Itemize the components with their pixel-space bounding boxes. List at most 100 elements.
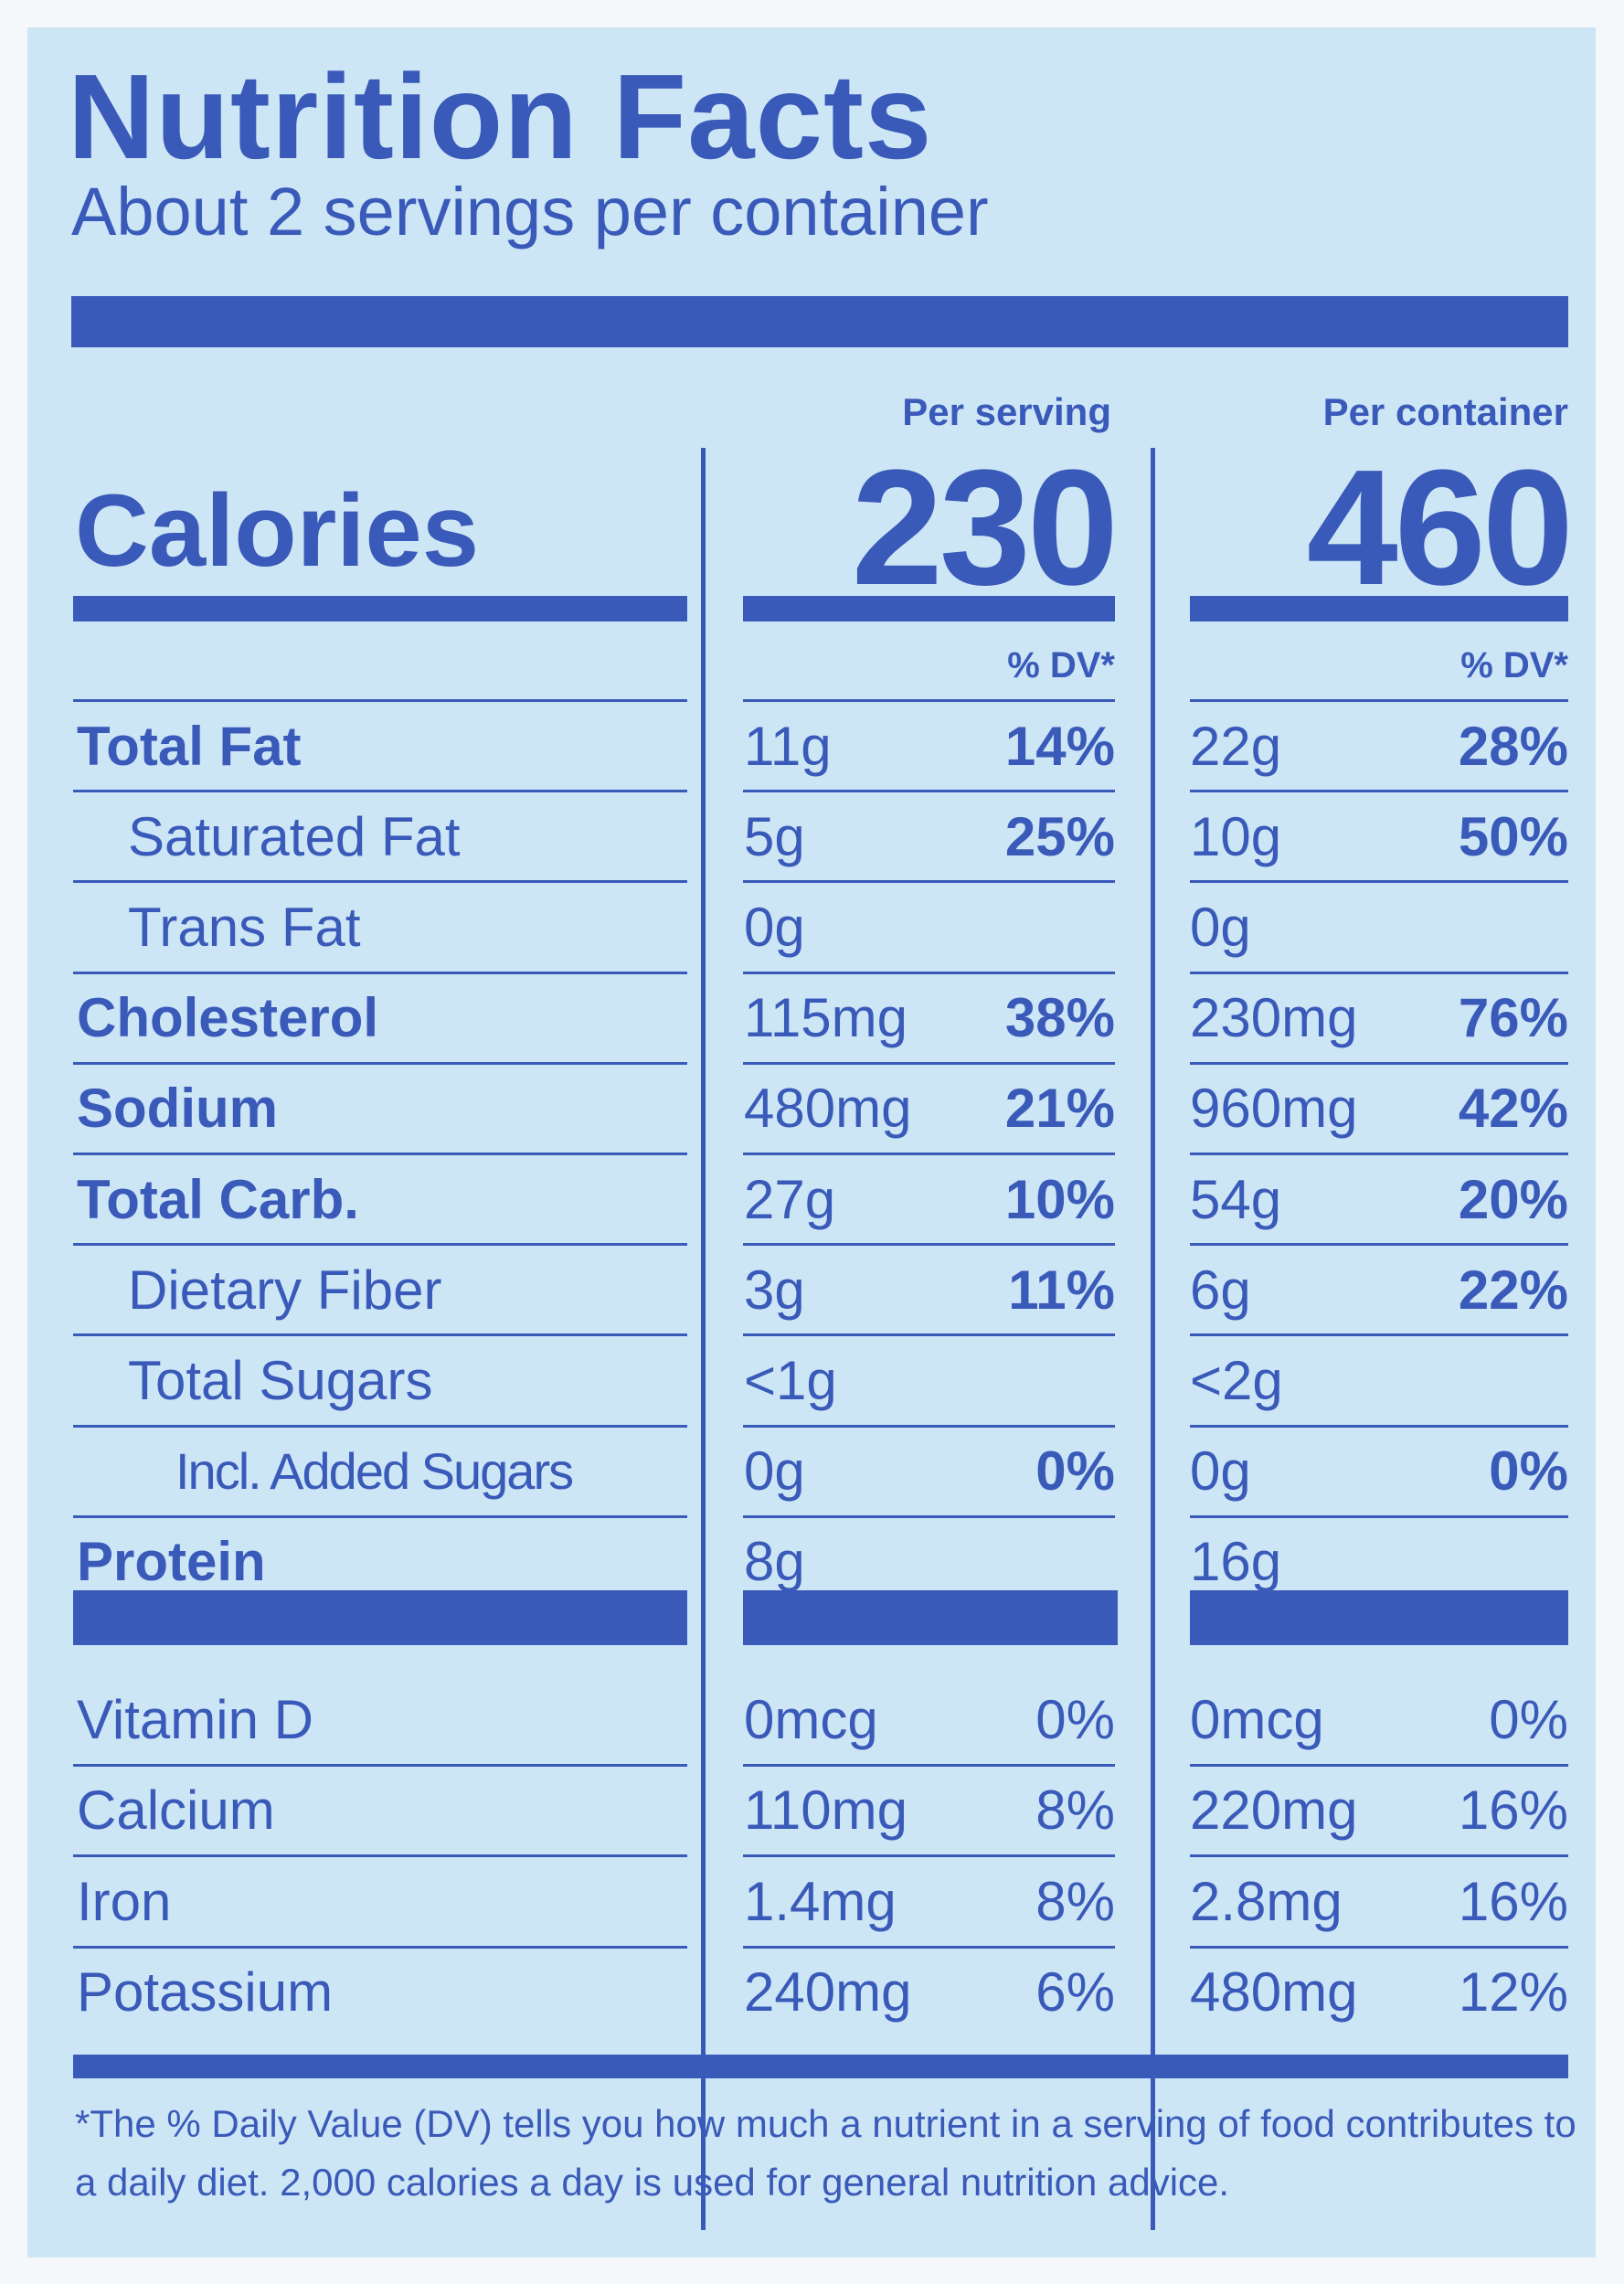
serving-amount: 27g bbox=[744, 1168, 836, 1230]
row-separator bbox=[743, 1153, 1115, 1155]
vitamin-bar-serving bbox=[743, 1590, 1118, 1645]
container-daily-value: 12% bbox=[1458, 1961, 1568, 2023]
container-daily-value: 50% bbox=[1458, 805, 1568, 867]
container-daily-value: 16% bbox=[1458, 1870, 1568, 1932]
serving-amount: 480mg bbox=[744, 1078, 912, 1140]
row-separator bbox=[743, 1945, 1115, 1949]
nutrient-row: Trans Fat 0g 0g bbox=[27, 882, 1596, 972]
row-separator bbox=[1190, 971, 1568, 974]
vitamin-bar-left bbox=[73, 1590, 687, 1645]
nutrient-row: Saturated Fat 5g 25% 10g 50% bbox=[27, 791, 1596, 882]
serving-amount: <1g bbox=[744, 1349, 837, 1411]
nutrient-name: Sodium bbox=[77, 1078, 278, 1140]
nutrient-name: Incl. Added Sugars bbox=[175, 1442, 574, 1501]
nutrient-row: Incl. Added Sugars 0g 0% 0g 0% bbox=[27, 1427, 1596, 1517]
row-separator bbox=[743, 1243, 1115, 1247]
container-amount: 22g bbox=[1190, 715, 1282, 777]
row-separator bbox=[743, 699, 1115, 702]
nutrient-name: Saturated Fat bbox=[128, 805, 461, 867]
row-separator bbox=[73, 1424, 687, 1428]
row-separator bbox=[1190, 1854, 1568, 1857]
container-amount: 54g bbox=[1190, 1168, 1282, 1230]
container-daily-value bbox=[1426, 882, 1568, 972]
serving-amount: 115mg bbox=[744, 987, 908, 1049]
nutrient-row: Dietary Fiber 3g 11% 6g 22% bbox=[27, 1245, 1596, 1335]
nutrition-label: Nutrition Facts About 2 servings per con… bbox=[27, 27, 1596, 2257]
row-separator bbox=[73, 1153, 687, 1155]
serving-daily-value: 25% bbox=[1004, 805, 1115, 867]
row-separator bbox=[743, 880, 1115, 884]
serving-daily-value: 6% bbox=[1035, 1961, 1115, 2023]
container-amount: 480mg bbox=[1190, 1961, 1358, 2023]
row-separator bbox=[743, 1061, 1115, 1065]
nutrient-name: Total Fat bbox=[77, 715, 302, 777]
per-container-header: Per container bbox=[1322, 390, 1568, 433]
serving-amount: 3g bbox=[744, 1259, 805, 1321]
nutrient-name: Vitamin D bbox=[77, 1688, 313, 1750]
column-divider-2 bbox=[1151, 448, 1155, 2230]
label-title: Nutrition Facts bbox=[68, 49, 933, 184]
calories-bar-left bbox=[73, 596, 687, 621]
per-serving-header: Per serving bbox=[902, 390, 1111, 433]
container-amount: 0mcg bbox=[1190, 1688, 1324, 1750]
row-separator bbox=[1190, 1424, 1568, 1428]
row-separator bbox=[73, 1514, 687, 1518]
container-amount: 6g bbox=[1190, 1259, 1251, 1321]
serving-daily-value: 0% bbox=[1035, 1440, 1115, 1503]
row-separator bbox=[743, 1854, 1115, 1857]
nutrient-name: Cholesterol bbox=[77, 987, 379, 1049]
calories-bar-container bbox=[1190, 596, 1568, 621]
serving-daily-value: 11% bbox=[1008, 1259, 1115, 1321]
container-amount: 230mg bbox=[1190, 987, 1358, 1049]
calories-per-container: 460 bbox=[1306, 436, 1574, 620]
row-separator bbox=[73, 790, 687, 793]
row-separator bbox=[1190, 1333, 1568, 1337]
row-separator bbox=[1190, 1945, 1568, 1949]
row-separator bbox=[743, 971, 1115, 974]
nutrient-row: Cholesterol 115mg 38% 230mg 76% bbox=[27, 973, 1596, 1064]
row-separator bbox=[743, 790, 1115, 793]
top-thick-bar bbox=[71, 296, 1568, 347]
container-daily-value: 22% bbox=[1458, 1259, 1568, 1321]
row-separator bbox=[73, 1243, 687, 1247]
vitamin-row: Potassium 240mg 6% 480mg 12% bbox=[27, 1948, 1596, 2038]
container-amount: 16g bbox=[1190, 1531, 1282, 1593]
serving-amount: 240mg bbox=[744, 1961, 912, 2023]
serving-daily-value: 0% bbox=[1035, 1688, 1115, 1750]
serving-daily-value: 21% bbox=[1004, 1078, 1115, 1140]
nutrient-name: Protein bbox=[77, 1531, 266, 1593]
container-amount: 960mg bbox=[1190, 1078, 1358, 1140]
serving-amount: 110mg bbox=[744, 1779, 908, 1841]
row-separator bbox=[73, 699, 687, 702]
container-amount: 220mg bbox=[1190, 1779, 1358, 1841]
row-separator bbox=[73, 1061, 687, 1065]
nutrient-name: Calcium bbox=[77, 1779, 275, 1841]
container-daily-value: 16% bbox=[1458, 1779, 1568, 1841]
serving-amount: 5g bbox=[744, 805, 805, 867]
container-amount: <2g bbox=[1190, 1349, 1283, 1411]
column-divider-1 bbox=[701, 448, 706, 2230]
nutrient-row: Protein 8g 16g bbox=[27, 1517, 1596, 1608]
container-amount: 0g bbox=[1190, 896, 1251, 958]
serving-amount: 0g bbox=[744, 1440, 805, 1503]
serving-daily-value: 8% bbox=[1035, 1870, 1115, 1932]
vitamin-row: Vitamin D 0mcg 0% 0mcg 0% bbox=[27, 1674, 1596, 1765]
row-separator bbox=[1190, 880, 1568, 884]
row-separator bbox=[73, 1763, 687, 1767]
serving-daily-value bbox=[978, 882, 1115, 972]
serving-amount: 11g bbox=[744, 715, 832, 777]
nutrient-name: Total Carb. bbox=[77, 1168, 359, 1230]
serving-daily-value: 8% bbox=[1035, 1779, 1115, 1841]
serving-amount: 1.4mg bbox=[744, 1870, 897, 1932]
dv-header-container: % DV* bbox=[1460, 645, 1568, 685]
nutrient-name: Iron bbox=[77, 1870, 172, 1932]
vitamin-row: Calcium 110mg 8% 220mg 16% bbox=[27, 1766, 1596, 1856]
footnote: *The % Daily Value (DV) tells you how mu… bbox=[75, 2102, 1576, 2204]
container-amount: 10g bbox=[1190, 805, 1282, 867]
serving-daily-value: 38% bbox=[1004, 987, 1115, 1049]
serving-amount: 0mcg bbox=[744, 1688, 878, 1750]
nutrient-row: Sodium 480mg 21% 960mg 42% bbox=[27, 1064, 1596, 1154]
nutrient-name: Trans Fat bbox=[128, 896, 361, 958]
serving-daily-value: 10% bbox=[1004, 1168, 1115, 1230]
servings-per-container: About 2 servings per container bbox=[71, 174, 989, 250]
